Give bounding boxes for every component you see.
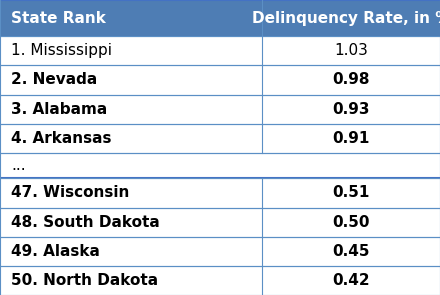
Bar: [0, 153, 440, 178]
Text: ...: ...: [11, 158, 26, 173]
Text: 0.50: 0.50: [332, 215, 370, 230]
Bar: [0, 94, 440, 124]
Text: 1.03: 1.03: [334, 43, 368, 58]
Bar: [0, 0, 440, 36]
Text: 49. Alaska: 49. Alaska: [11, 244, 100, 259]
Text: 50. North Dakota: 50. North Dakota: [11, 273, 158, 288]
Text: 0.91: 0.91: [332, 131, 370, 146]
Text: 48. South Dakota: 48. South Dakota: [11, 215, 160, 230]
Text: 47. Wisconsin: 47. Wisconsin: [11, 186, 129, 201]
Text: 0.98: 0.98: [332, 73, 370, 87]
Text: State Rank: State Rank: [11, 11, 106, 26]
Text: Delinquency Rate, in %: Delinquency Rate, in %: [252, 11, 440, 26]
Text: 0.93: 0.93: [332, 101, 370, 117]
Bar: [0, 124, 440, 153]
Text: 0.51: 0.51: [332, 186, 370, 201]
Bar: [0, 65, 440, 94]
Text: 0.42: 0.42: [332, 273, 370, 288]
Text: 0.45: 0.45: [332, 244, 370, 259]
Text: 4. Arkansas: 4. Arkansas: [11, 131, 111, 146]
Bar: [0, 36, 440, 65]
Text: 3. Alabama: 3. Alabama: [11, 101, 107, 117]
Bar: [0, 266, 440, 295]
Text: 1. Mississippi: 1. Mississippi: [11, 43, 112, 58]
Bar: [0, 178, 440, 208]
Text: 2. Nevada: 2. Nevada: [11, 73, 97, 87]
Bar: [0, 208, 440, 237]
Bar: [0, 237, 440, 266]
